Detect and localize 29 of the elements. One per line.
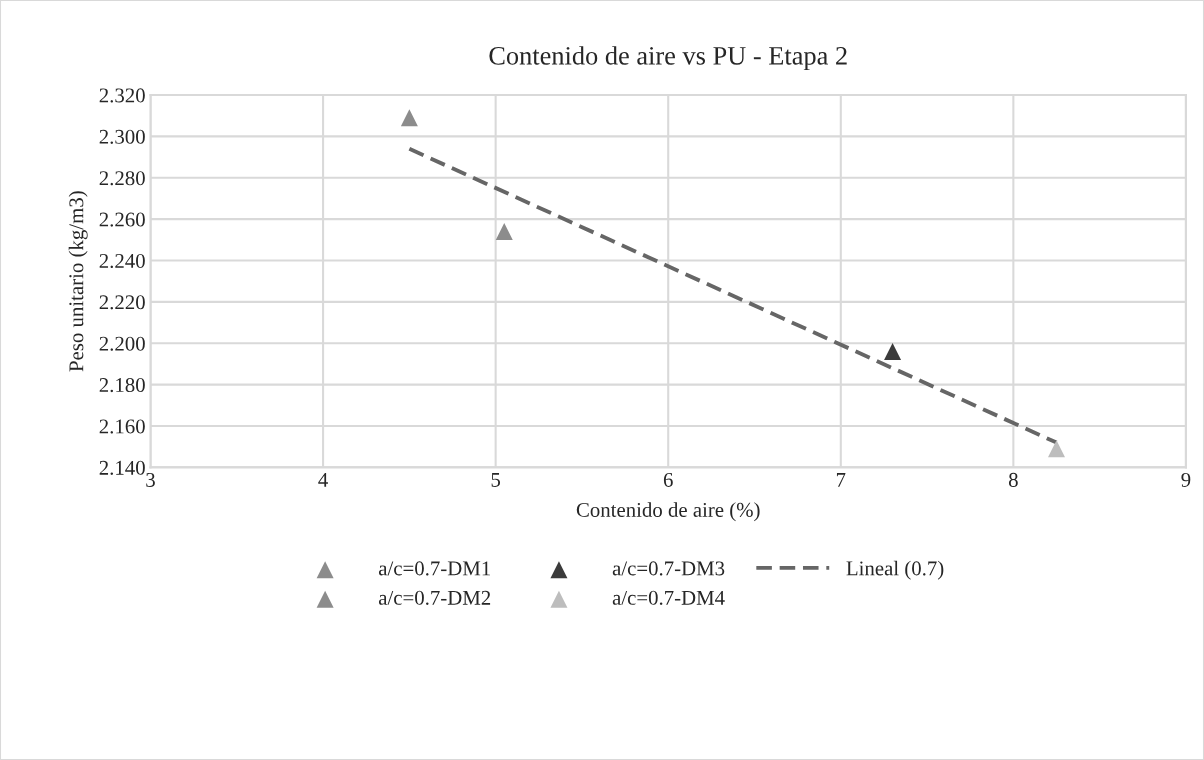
x-tick-label: 7 xyxy=(836,473,846,487)
legend-label: a/c=0.7-DM4 xyxy=(612,590,725,605)
y-tick-label: 2.320 xyxy=(99,88,145,103)
y-tick-label: 2.280 xyxy=(99,171,145,186)
x-axis-title: Contenido de aire (%) xyxy=(576,502,760,522)
x-tick-label: 5 xyxy=(491,473,501,487)
y-axis-title: Peso unitario (kg/m3) xyxy=(68,191,88,372)
x-tick-label: 4 xyxy=(318,473,328,487)
chart-title: Contenido de aire vs PU - Etapa 2 xyxy=(489,46,847,71)
x-tick-label: 9 xyxy=(1181,472,1191,487)
point xyxy=(400,109,418,127)
y-tick-label: 2.160 xyxy=(99,419,145,434)
x-tick-label: 8 xyxy=(1008,472,1018,487)
legend-label: a/c=0.7-DM1 xyxy=(378,561,490,576)
y-tick-label: 2.180 xyxy=(99,378,145,393)
x-tick-label: 6 xyxy=(663,472,673,487)
y-tick-label: 2.220 xyxy=(99,295,145,310)
y-tick-label: 2.240 xyxy=(99,253,145,269)
legend-label: Lineal (0.7) xyxy=(846,560,944,580)
point xyxy=(884,343,902,361)
y-tick-label: 2.200 xyxy=(99,336,145,351)
y-tick-label: 2.140 xyxy=(99,460,145,475)
point xyxy=(1048,440,1066,458)
x-tick-label: 3 xyxy=(146,472,155,487)
y-tick-label: 2.300 xyxy=(99,129,145,144)
legend-label: a/c=0.7-DM2 xyxy=(378,590,491,605)
y-tick-label: 2.260 xyxy=(99,212,145,227)
point xyxy=(495,223,513,241)
legend-label: a/c=0.7-DM3 xyxy=(612,561,725,576)
